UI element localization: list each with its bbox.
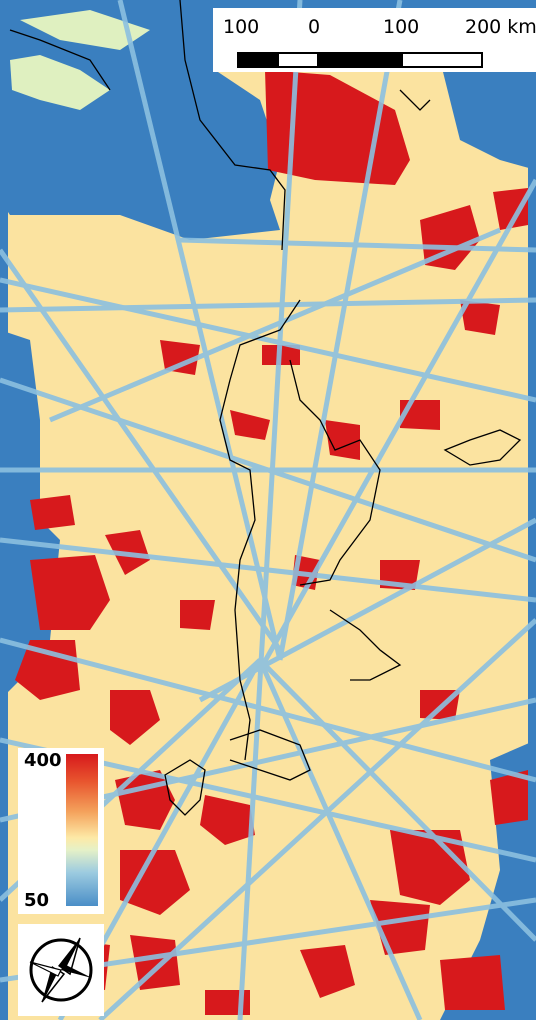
legend-min-label: 50 <box>24 890 50 911</box>
scale-segment-1 <box>237 52 279 68</box>
legend-max-label: 400 <box>24 750 62 771</box>
scale-segment-2 <box>277 52 319 68</box>
scale-label-100-left: 100 <box>223 16 260 38</box>
scale-bar: 100 0 100 200 km <box>213 8 536 72</box>
pale-shelf-areas <box>10 10 150 110</box>
north-arrow <box>18 924 104 1016</box>
coastlines <box>9 0 522 816</box>
legend-color-ramp <box>66 754 98 906</box>
north-arrow-icon <box>29 937 93 1003</box>
scale-label-100-right: 100 <box>383 16 420 38</box>
scale-segment-4 <box>401 52 483 68</box>
scale-segment-3 <box>317 52 403 68</box>
scale-label-200km: 200 km <box>465 16 536 38</box>
scale-label-0: 0 <box>308 16 321 38</box>
color-legend: 400 50 <box>18 748 104 914</box>
